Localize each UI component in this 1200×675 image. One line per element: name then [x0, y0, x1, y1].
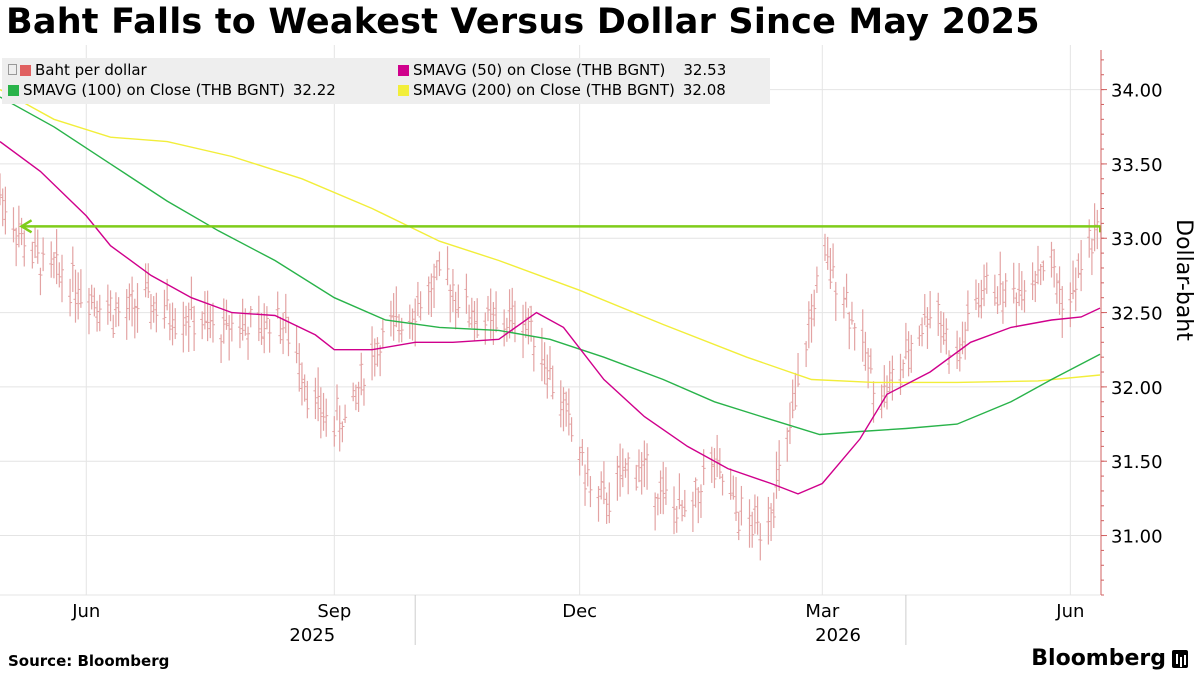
y-tick-label: 32.50 [1111, 304, 1163, 325]
source-note: Source: Bloomberg [8, 652, 170, 670]
ohlc-series [0, 173, 1100, 561]
y-axis-title: Dollar-baht [1171, 219, 1196, 341]
legend-swatch [398, 64, 409, 76]
legend-item-smavg100: SMAVG (100) on Close (THB BGNT) 32.22 [8, 80, 336, 100]
bloomberg-chart-icon [1172, 649, 1188, 668]
legend-value: 32.22 [292, 81, 336, 99]
brand-logo: Bloomberg [1031, 646, 1188, 671]
series-line-2 [0, 96, 1101, 436]
year-label: 2026 [815, 625, 861, 646]
y-tick-label: 31.50 [1111, 452, 1163, 473]
series-line-1 [0, 141, 1101, 495]
y-tick-label: 33.50 [1111, 155, 1163, 176]
moving-average-lines [0, 88, 1101, 495]
legend-item-smavg200: SMAVG (200) on Close (THB BGNT) 32.08 [398, 80, 726, 100]
legend-label: SMAVG (50) on Close (THB BGNT) [413, 61, 666, 79]
reference-arrow-icon [19, 219, 33, 234]
reference-line [19, 219, 1101, 234]
x-tick-label: Sep [317, 601, 351, 622]
brand-name: Bloomberg [1031, 646, 1166, 671]
legend-label: Baht per dollar [35, 61, 147, 79]
legend-label: SMAVG (200) on Close (THB BGNT) [413, 81, 675, 99]
ohlc-legend-icon [8, 63, 17, 75]
legend-item-baht: Baht per dollar [8, 60, 147, 80]
x-tick-label: Jun [71, 601, 100, 622]
y-tick-label: 31.00 [1111, 527, 1163, 548]
x-tick-label: Jun [1055, 601, 1084, 622]
year-label: 2025 [289, 625, 335, 646]
y-tick-label: 33.00 [1111, 229, 1163, 250]
legend-value: 32.53 [683, 61, 727, 79]
legend: Baht per dollar SMAVG (50) on Close (THB… [2, 58, 770, 104]
y-tick-label: 34.00 [1111, 81, 1163, 102]
legend-item-smavg50: SMAVG (50) on Close (THB BGNT) 32.53 [398, 60, 726, 80]
legend-swatch [20, 64, 31, 76]
legend-label: SMAVG (100) on Close (THB BGNT) [23, 81, 285, 99]
legend-value: 32.08 [682, 81, 726, 99]
chart-title: Baht Falls to Weakest Versus Dollar Sinc… [6, 2, 1040, 42]
x-tick-label: Dec [562, 601, 597, 622]
y-tick-label: 32.00 [1111, 378, 1163, 399]
legend-swatch [398, 84, 409, 96]
axes: 31.00 31.50 32.00 32.50 33.00 33.50 34.00 Dolla… [0, 50, 1196, 646]
grid [0, 45, 1100, 595]
legend-swatch [8, 84, 19, 96]
x-tick-label: Mar [805, 601, 840, 622]
series-line-3 [0, 88, 1101, 384]
